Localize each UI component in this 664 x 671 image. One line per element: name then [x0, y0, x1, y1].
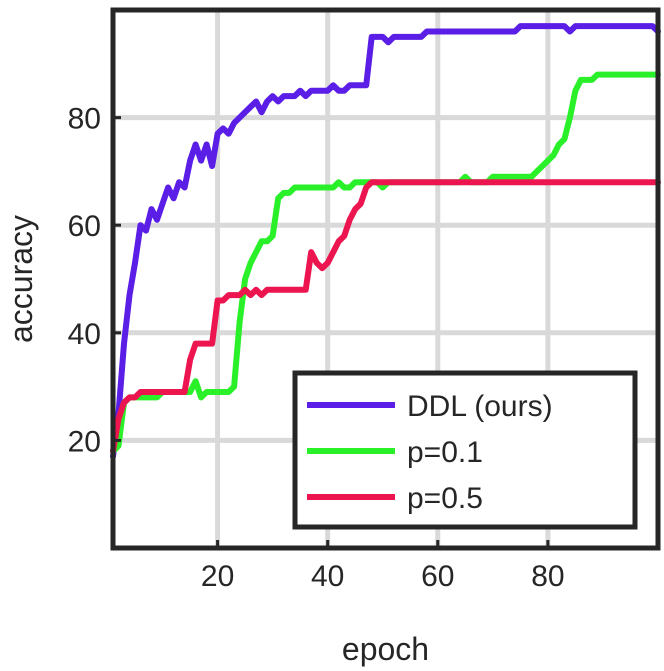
- y-tick-label: 20: [68, 425, 101, 458]
- tick-labels: 20 40 60 80 20 40 60 80: [68, 103, 565, 593]
- y-axis-label: accuracy: [3, 215, 39, 343]
- legend: DDL (ours) p=0.1 p=0.5: [292, 370, 638, 530]
- series-lines: [110, 23, 661, 460]
- y-tick-label: 80: [68, 103, 101, 136]
- series-line-0: [110, 23, 661, 460]
- y-tick-label: 40: [68, 318, 101, 351]
- x-axis-label: epoch: [342, 631, 429, 667]
- plot-area-frame: [110, 7, 661, 551]
- x-tick-label: 60: [421, 560, 454, 593]
- series-line-2: [110, 179, 661, 455]
- legend-label-p01: p=0.1: [407, 436, 483, 469]
- legend-label-ddl: DDL (ours): [407, 390, 553, 423]
- x-tick-label: 80: [531, 560, 564, 593]
- x-tick-label: 40: [311, 560, 344, 593]
- legend-label-p05: p=0.5: [407, 482, 483, 515]
- x-tick-label: 20: [201, 560, 234, 593]
- y-tick-label: 60: [68, 210, 101, 243]
